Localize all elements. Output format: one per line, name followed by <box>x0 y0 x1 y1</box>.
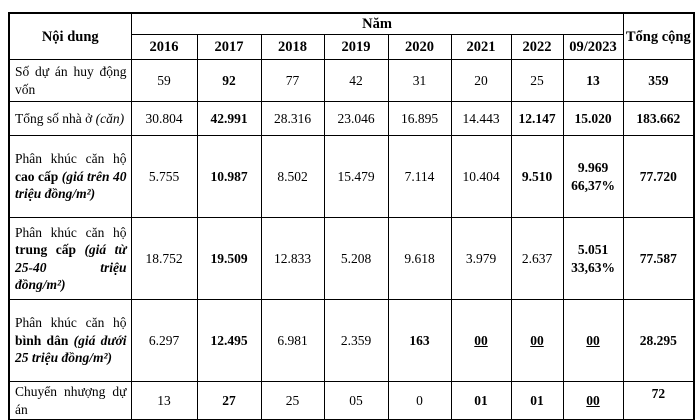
col-header-total: Tổng cộng <box>622 12 695 61</box>
year-value-cell: 18.752 <box>130 217 198 301</box>
row-label-text: Chuyển nhượng dự án <box>15 384 127 417</box>
row-label: Số dự án huy động vốn <box>8 59 132 103</box>
col-header-year-2021: 2021 <box>450 34 512 61</box>
year-value-cell: 77 <box>260 59 325 103</box>
year-value-cell: 16.895 <box>387 101 452 137</box>
year-value-cell: 23.046 <box>323 101 389 137</box>
table-row: Phân khúc căn hộ bình dân (giá dưới 25 t… <box>8 299 695 383</box>
year-value-cell: 12.833 <box>260 217 325 301</box>
year-value-cell: 2.637 <box>510 217 564 301</box>
row-label: Tổng số nhà ở (căn) <box>8 101 132 137</box>
col-header-year-2017: 2017 <box>196 34 262 61</box>
year-value-cell: 5.755 <box>130 135 198 219</box>
year-value-cell: 42.991 <box>196 101 262 137</box>
table-header: Nội dung Năm Tổng cộng 2016 2017 2018 20… <box>8 12 695 61</box>
year-value-cell: 92 <box>196 59 262 103</box>
year-value-cell: 25 <box>260 381 325 420</box>
row-label-text: trung cấp <box>15 242 85 258</box>
col-header-year-2022: 2022 <box>510 34 564 61</box>
year-value-cell: 19.509 <box>196 217 262 301</box>
year-value-cell: 10.987 <box>196 135 262 219</box>
row-label: Phân khúc căn hộ trung cấp (giá từ 25-40… <box>8 217 132 301</box>
row-label-text: (giá dưới 25 triệu đồng/m²) <box>15 332 127 366</box>
year-value-cell: 28.316 <box>260 101 325 137</box>
year-value-cell: 30.804 <box>130 101 198 137</box>
year-value-cell: 0 <box>387 381 452 420</box>
year-value-cell: 5.051 33,63% <box>562 217 624 301</box>
year-value-cell: 12.495 <box>196 299 262 383</box>
year-value-cell: 00 <box>510 299 564 383</box>
row-label-text: (giá từ 25-40 triệu đồng/m²) <box>15 242 127 293</box>
col-header-year-092023: 09/2023 <box>562 34 624 61</box>
year-value-cell: 15.020 <box>562 101 624 137</box>
row-label-text: Phân khúc căn hộ <box>15 224 127 240</box>
year-value-cell: 6.297 <box>130 299 198 383</box>
year-value-cell: 05 <box>323 381 389 420</box>
table-body: Số dự án huy động vốn 59 92 77 42 31 20 25 13 359… <box>8 59 695 420</box>
header-group-row: Nội dung Năm Tổng cộng <box>8 12 695 61</box>
year-value-cell: 7.114 <box>387 135 452 219</box>
year-value-cell: 9.618 <box>387 217 452 301</box>
row-label: Phân khúc căn hộ bình dân (giá dưới 25 t… <box>8 299 132 383</box>
year-value-cell: 8.502 <box>260 135 325 219</box>
housing-statistics-table: Nội dung Năm Tổng cộng 2016 2017 2018 20… <box>8 12 696 420</box>
year-value-cell: 14.443 <box>450 101 512 137</box>
col-header-content: Nội dung <box>8 12 132 61</box>
row-label-text: (giá trên 40 triệu đồng/m²) <box>15 168 127 202</box>
row-label-text: Tổng số nhà ở <box>15 110 96 126</box>
year-value-cell: 01 <box>510 381 564 420</box>
col-header-year-2016: 2016 <box>130 34 198 61</box>
row-label-text: cao cấp <box>15 168 62 184</box>
total-value-cell: 77.587 <box>622 217 695 301</box>
row-label: Phân khúc căn hộ cao cấp (giá trên 40 tr… <box>8 135 132 219</box>
year-value-cell: 5.208 <box>323 217 389 301</box>
year-value-cell: 3.979 <box>450 217 512 301</box>
total-value-cell: 359 <box>622 59 695 103</box>
row-label-text: bình dân <box>15 332 74 348</box>
year-value-cell: 42 <box>323 59 389 103</box>
col-header-year-2020: 2020 <box>387 34 452 61</box>
row-label-text: Phân khúc căn hộ <box>15 315 127 331</box>
table-row: Phân khúc căn hộ cao cấp (giá trên 40 tr… <box>8 135 695 219</box>
year-value-cell: 59 <box>130 59 198 103</box>
row-label: Chuyển nhượng dự án <box>8 381 132 420</box>
table-row: Số dự án huy động vốn 59 92 77 42 31 20 25 13 359 <box>8 59 695 103</box>
total-value-cell: 183.662 <box>622 101 695 137</box>
year-value-cell: 01 <box>450 381 512 420</box>
year-value-cell: 6.981 <box>260 299 325 383</box>
year-value-cell: 31 <box>387 59 452 103</box>
year-value-cell: 15.479 <box>323 135 389 219</box>
year-value-cell: 25 <box>510 59 564 103</box>
col-header-year-group: Năm <box>130 12 624 36</box>
year-value-cell: 2.359 <box>323 299 389 383</box>
table-row: Tổng số nhà ở (căn) 30.804 42.991 28.316 23.… <box>8 101 695 137</box>
col-header-year-2019: 2019 <box>323 34 389 61</box>
table-container: Nội dung Năm Tổng cộng 2016 2017 2018 20… <box>8 12 696 420</box>
year-value-cell: 13 <box>562 59 624 103</box>
year-value-cell: 00 <box>562 381 624 420</box>
year-value-cell: 27 <box>196 381 262 420</box>
year-value-cell: 00 <box>562 299 624 383</box>
total-value-cell: 72 <box>622 381 695 420</box>
row-label-text: (căn) <box>95 110 125 126</box>
year-value-cell: 9.510 <box>510 135 564 219</box>
row-label-text: Số dự án huy động vốn <box>15 64 127 97</box>
total-value-cell: 28.295 <box>622 299 695 383</box>
year-value-cell: 12.147 <box>510 101 564 137</box>
table-row: Phân khúc căn hộ trung cấp (giá từ 25-40… <box>8 217 695 301</box>
row-label-text: Phân khúc căn hộ <box>15 151 127 167</box>
total-value-cell: 77.720 <box>622 135 695 219</box>
year-value-cell: 9.969 66,37% <box>562 135 624 219</box>
year-value-cell: 10.404 <box>450 135 512 219</box>
year-value-cell: 20 <box>450 59 512 103</box>
year-value-cell: 00 <box>450 299 512 383</box>
table-row: Chuyển nhượng dự án 13 27 25 05 0 01 01 00 72 <box>8 381 695 420</box>
year-value-cell: 13 <box>130 381 198 420</box>
year-value-cell: 163 <box>387 299 452 383</box>
col-header-year-2018: 2018 <box>260 34 325 61</box>
header-year-row: 2016 2017 2018 2019 2020 2021 2022 09/20… <box>9 34 694 61</box>
